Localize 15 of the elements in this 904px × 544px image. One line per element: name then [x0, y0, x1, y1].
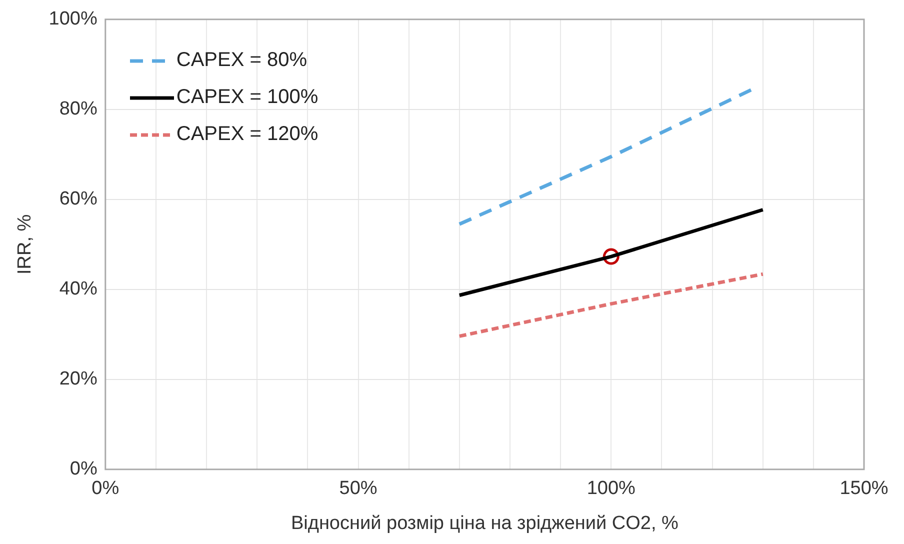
y-tick-label: 100% — [48, 8, 98, 30]
x-tick-label: 0% — [92, 478, 120, 500]
legend-label: CAPEX = 100% — [176, 86, 318, 110]
x-tick-label: 150% — [840, 478, 888, 500]
y-tick-label: 40% — [59, 278, 98, 300]
y-tick-label: 0% — [70, 458, 98, 480]
y-tick-label: 60% — [59, 188, 98, 210]
y-tick-label: 20% — [59, 368, 98, 390]
y-axis-title: IRR, % — [14, 214, 36, 274]
legend-label: CAPEX = 120% — [176, 123, 318, 146]
x-axis-title: Відносний розмір ціна на зріджений CO2, % — [290, 512, 679, 534]
x-tick-label: 100% — [586, 478, 636, 500]
x-tick-label: 50% — [339, 478, 378, 500]
y-tick-label: 80% — [59, 98, 98, 120]
legend-label: CAPEX = 80% — [176, 49, 308, 72]
